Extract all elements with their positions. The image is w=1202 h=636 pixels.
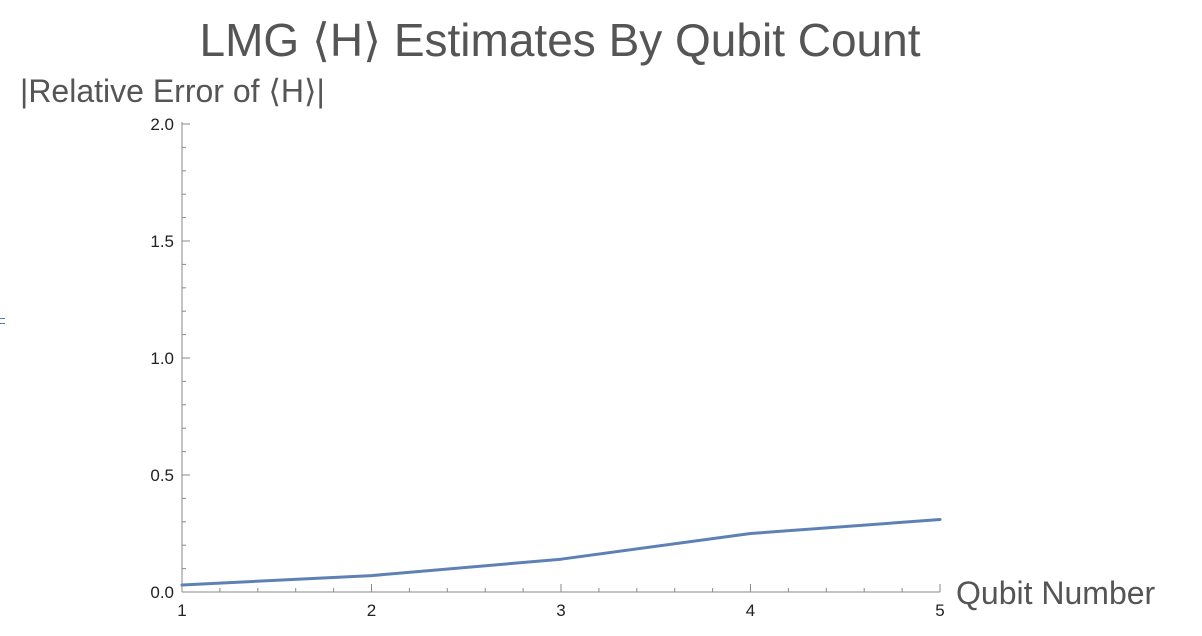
axis-ticks: [181, 123, 941, 593]
y-tick-label: 0.0: [150, 583, 174, 602]
series-line: [180, 518, 942, 587]
edge-marker: [0, 318, 5, 324]
y-tick-label: 0.5: [150, 466, 174, 485]
series-group: [180, 518, 942, 587]
y-tick-label: 1.5: [150, 232, 174, 251]
y-axis-label: |Relative Error of ⟨H⟩|: [20, 73, 325, 109]
chart-title: LMG ⟨H⟩ Estimates By Qubit Count: [199, 14, 920, 66]
x-tick-label: 4: [746, 601, 755, 620]
y-tick-label: 2.0: [150, 115, 174, 134]
x-tick-label: 1: [177, 601, 186, 620]
y-tick-label: 1.0: [150, 349, 174, 368]
x-tick-label: 5: [935, 601, 944, 620]
x-axis-label: Qubit Number: [956, 575, 1156, 611]
tick-labels: 0.0 0.5 1.0 1.5 2.0 1 2 3 4 5: [150, 115, 944, 620]
x-tick-label: 3: [556, 601, 565, 620]
x-tick-label: 2: [367, 601, 376, 620]
